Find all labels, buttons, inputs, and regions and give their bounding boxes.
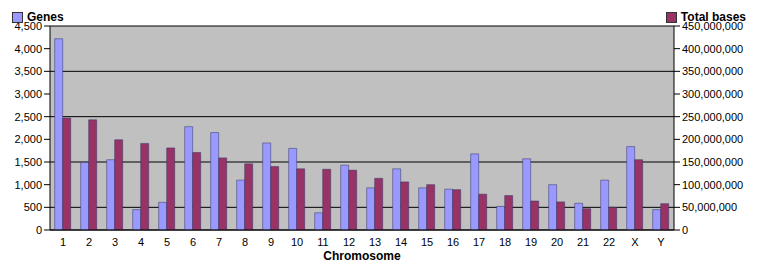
svg-text:1,500: 1,500 <box>14 156 42 168</box>
svg-text:15: 15 <box>421 236 433 248</box>
svg-text:0: 0 <box>36 224 42 236</box>
svg-text:450,000,000: 450,000,000 <box>682 20 743 32</box>
svg-text:5: 5 <box>164 236 170 248</box>
svg-text:2,000: 2,000 <box>14 133 42 145</box>
svg-text:8: 8 <box>242 236 248 248</box>
svg-text:50,000,000: 50,000,000 <box>682 201 737 213</box>
svg-text:X: X <box>631 236 639 248</box>
svg-text:1,000: 1,000 <box>14 179 42 191</box>
svg-text:17: 17 <box>473 236 485 248</box>
svg-text:1: 1 <box>60 236 66 248</box>
svg-text:0: 0 <box>682 224 688 236</box>
svg-text:9: 9 <box>268 236 274 248</box>
svg-text:150,000,000: 150,000,000 <box>682 156 743 168</box>
svg-text:100,000,000: 100,000,000 <box>682 179 743 191</box>
svg-text:250,000,000: 250,000,000 <box>682 111 743 123</box>
svg-text:13: 13 <box>369 236 381 248</box>
svg-text:400,000,000: 400,000,000 <box>682 43 743 55</box>
svg-text:2: 2 <box>86 236 92 248</box>
svg-text:500: 500 <box>24 201 42 213</box>
svg-text:2,500: 2,500 <box>14 111 42 123</box>
svg-text:3: 3 <box>112 236 118 248</box>
svg-text:3,500: 3,500 <box>14 65 42 77</box>
svg-text:4: 4 <box>138 236 144 248</box>
svg-text:7: 7 <box>216 236 222 248</box>
svg-text:11: 11 <box>317 236 328 248</box>
svg-text:6: 6 <box>190 236 196 248</box>
svg-text:200,000,000: 200,000,000 <box>682 133 743 145</box>
svg-text:10: 10 <box>291 236 303 248</box>
svg-text:3,000: 3,000 <box>14 88 42 100</box>
svg-text:16: 16 <box>447 236 459 248</box>
svg-text:4,500: 4,500 <box>14 20 42 32</box>
svg-text:14: 14 <box>395 236 407 248</box>
svg-text:350,000,000: 350,000,000 <box>682 65 743 77</box>
svg-text:20: 20 <box>551 236 563 248</box>
svg-text:Y: Y <box>657 236 665 248</box>
svg-text:Chromosome: Chromosome <box>323 249 401 262</box>
svg-text:12: 12 <box>343 236 355 248</box>
svg-text:4,000: 4,000 <box>14 43 42 55</box>
svg-text:22: 22 <box>603 236 615 248</box>
svg-text:18: 18 <box>499 236 511 248</box>
svg-text:300,000,000: 300,000,000 <box>682 88 743 100</box>
svg-text:21: 21 <box>577 236 589 248</box>
svg-text:19: 19 <box>525 236 537 248</box>
